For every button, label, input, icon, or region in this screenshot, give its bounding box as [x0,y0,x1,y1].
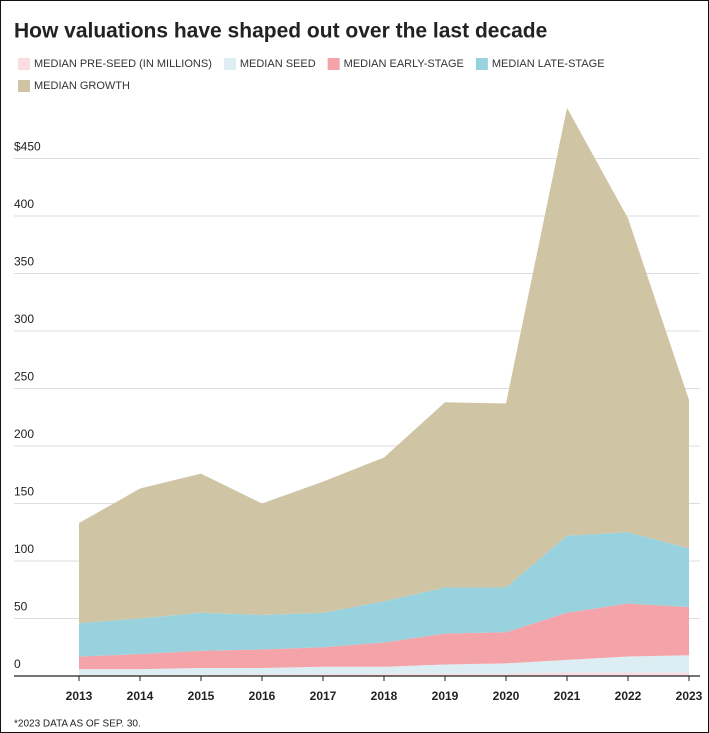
legend-swatch [223,58,236,70]
legend-swatch [327,58,340,70]
legend-label: MEDIAN GROWTH [34,80,130,92]
x-tick-label: 2017 [310,689,337,703]
y-tick-label: 350 [14,255,34,269]
y-tick-label: 400 [14,197,34,211]
x-tick-label: 2014 [127,689,154,703]
x-tick-label: 2015 [188,689,215,703]
legend-swatch [18,58,30,70]
area [79,655,689,675]
footnote: *2023 DATA AS OF SEP. 30. [14,719,141,730]
x-tick-label: 2013 [66,689,93,703]
legend-swatch [18,80,30,92]
x-tick-label: 2020 [493,689,520,703]
y-tick-label: 250 [14,370,34,384]
legend-swatch [475,58,488,70]
y-tick-label: 150 [14,485,34,499]
x-tick-label: 2018 [371,689,398,703]
x-tick-label: 2023 [676,689,703,703]
y-tick-label: $450 [14,140,41,154]
legend-label: MEDIAN EARLY-STAGE [344,58,464,70]
y-tick-label: 50 [14,600,28,614]
area [79,107,689,624]
area [79,672,689,676]
legend-label: MEDIAN SEED [240,58,316,70]
y-tick-label: 100 [14,542,34,556]
x-tick-label: 2022 [615,689,642,703]
x-tick-label: 2021 [554,689,581,703]
y-tick-label: 300 [14,312,34,326]
chart-title: How valuations have shaped out over the … [14,20,547,43]
area [79,603,689,670]
area [79,532,689,657]
legend-label: MEDIAN LATE-STAGE [492,58,605,70]
x-tick-label: 2019 [432,689,459,703]
y-tick-label: 200 [14,427,34,441]
legend-label: MEDIAN PRE-SEED (IN MILLIONS) [34,58,212,70]
y-tick-label: 0 [14,657,21,671]
x-tick-label: 2016 [249,689,276,703]
